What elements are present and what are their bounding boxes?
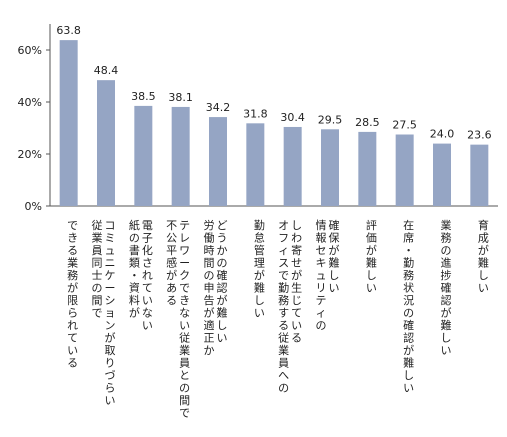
y-tick-label: 20% [18,148,42,161]
data-label: 38.1 [168,91,193,104]
data-label: 34.2 [206,101,231,114]
bar [134,105,153,206]
bar [246,123,265,206]
data-label: 38.5 [131,90,156,103]
data-label: 27.5 [392,119,417,132]
category-label: しわ寄せが生じている [291,219,302,345]
y-tick-label: 60% [18,44,42,57]
data-label: 28.5 [355,116,380,129]
chart-axes [49,24,498,207]
data-labels: 63.8 48.4 38.5 38.1 34.2 31.8 30.4 29.5 28.5 27.5… [56,24,491,142]
bar [321,129,339,206]
bar [283,126,302,206]
category-label: 確保が難しい [329,218,340,295]
data-label: 24.0 [430,128,455,141]
category-label: オフィスで勤務する従業員への [278,219,289,395]
category-label: 勤怠管理が難しい [254,219,265,320]
category-label: コミュニケーションが取りづらい [105,219,116,407]
category-label: 不公平感がある [166,219,177,307]
bar [470,144,489,206]
category-label: テレワークできない従業員との間で [179,219,190,420]
bar [433,143,451,206]
y-tick-label: 0% [25,200,42,213]
data-label: 31.8 [243,107,268,120]
category-label: 育成が難しい [478,218,489,295]
category-label: できる業務が限られている [67,219,78,370]
data-label: 63.8 [56,24,81,37]
category-label: 在席・勤務状況の確認が難しい [403,219,414,395]
category-label: 労働時間の申告が適正か [204,218,215,357]
bars [59,40,489,207]
y-tick-label: 40% [18,96,42,109]
category-label: 従業員同士の間で [92,219,103,320]
data-label: 23.6 [467,129,492,142]
category-label: 評価が難しい [366,218,377,295]
category-label: 情報セキュリティの [316,219,327,332]
bar [209,117,227,206]
data-label: 48.4 [94,64,119,77]
bar [358,131,377,206]
category-label: 紙の書類・資料が [129,218,140,320]
category-label: 電子化されていない [142,219,153,332]
category-label: 業務の進捗確認が難しい [441,219,452,357]
data-label: 29.5 [318,113,343,126]
bar [395,134,414,206]
y-axis-ticks: 0% 20% 40% 60% [18,44,50,213]
bar [97,80,115,206]
category-label: どうかの確認が難しい [217,219,228,345]
bar [171,106,190,206]
data-label: 30.4 [280,111,305,124]
bar [59,40,78,207]
